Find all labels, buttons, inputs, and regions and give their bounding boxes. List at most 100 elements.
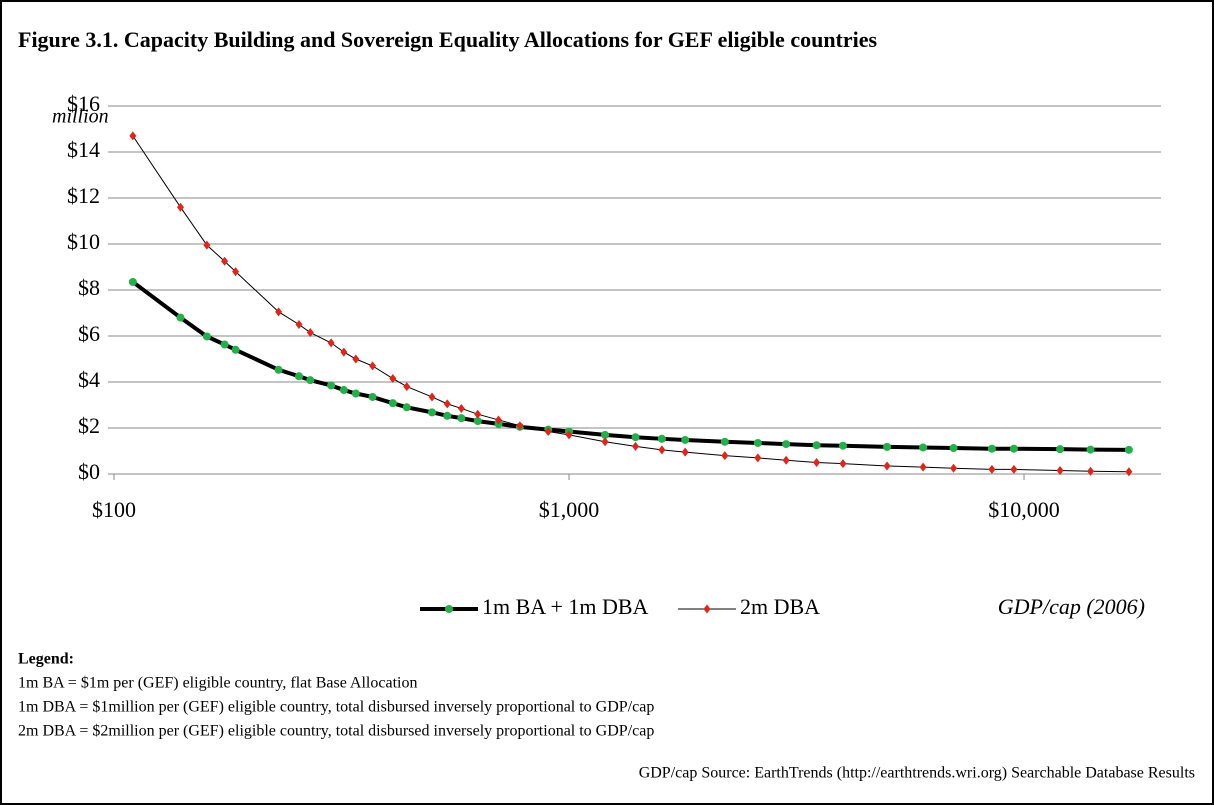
- x-tick-label: $1,000: [539, 497, 600, 522]
- data-point: [720, 437, 729, 446]
- data-point: [457, 414, 466, 423]
- y-tick-label: $0: [78, 459, 100, 484]
- y-tick-label: $2: [78, 413, 100, 438]
- data-point: [403, 382, 411, 392]
- data-point: [601, 430, 610, 439]
- data-point: [516, 421, 524, 431]
- data-point: [565, 430, 573, 440]
- data-point: [306, 328, 314, 338]
- data-point: [839, 459, 847, 469]
- data-point: [657, 434, 666, 443]
- data-point: [388, 399, 397, 408]
- data-point: [813, 458, 821, 467]
- source: GDP/cap Source: EarthTrends (http://eart…: [639, 765, 1195, 782]
- data-point: [176, 313, 185, 322]
- data-point: [812, 441, 821, 450]
- x-tick-label: $100: [92, 497, 136, 522]
- data-point: [339, 386, 348, 395]
- data-point: [883, 442, 892, 451]
- data-point: [275, 307, 283, 317]
- data-point: [1056, 466, 1064, 476]
- y-tick-label: $4: [78, 367, 100, 392]
- data-point: [1010, 464, 1018, 474]
- data-point: [202, 332, 211, 341]
- x-axis-label: GDP/cap (2006): [998, 594, 1145, 619]
- note: 1m BA = $1m per (GEF) eligible country, …: [18, 675, 417, 692]
- data-point: [919, 443, 928, 452]
- data-point: [368, 392, 377, 401]
- data-point: [949, 444, 958, 453]
- data-point: [754, 453, 762, 463]
- data-point: [544, 426, 552, 436]
- data-point: [294, 372, 303, 381]
- data-point: [369, 361, 377, 371]
- data-point: [753, 438, 762, 447]
- note: 1m DBA = $1million per (GEF) eligible co…: [18, 699, 654, 716]
- data-point: [220, 340, 229, 349]
- data-point: [340, 347, 348, 357]
- data-point: [1009, 444, 1018, 453]
- data-point: [428, 392, 436, 402]
- data-point: [919, 462, 927, 472]
- data-point: [950, 463, 958, 473]
- data-point: [389, 374, 397, 384]
- y-tick-label: $16: [67, 91, 100, 116]
- y-tick-label: $10: [67, 229, 100, 254]
- data-point: [883, 461, 891, 471]
- data-point: [474, 409, 482, 419]
- data-point: [176, 202, 184, 212]
- data-point: [1125, 467, 1133, 477]
- data-point: [352, 354, 360, 364]
- data-point: [721, 451, 729, 461]
- data-point: [1056, 445, 1065, 454]
- data-point: [782, 455, 790, 465]
- data-point: [351, 389, 360, 398]
- data-point: [681, 435, 690, 444]
- data-point: [274, 365, 283, 374]
- data-point: [632, 441, 640, 451]
- data-point: [987, 444, 996, 453]
- data-point: [428, 408, 437, 417]
- data-point: [443, 399, 451, 409]
- data-point: [495, 415, 503, 425]
- y-tick-label: $8: [78, 275, 100, 300]
- data-point: [457, 403, 465, 413]
- chart-title: Figure 3.1. Capacity Building and Sovere…: [18, 27, 878, 52]
- data-point: [1087, 466, 1095, 476]
- y-tick-label: $6: [78, 321, 100, 346]
- data-point: [681, 447, 689, 457]
- data-point: [402, 403, 411, 412]
- legend-marker: [703, 604, 711, 614]
- y-axis-label: million: [52, 106, 109, 128]
- y-tick-label: $12: [67, 183, 100, 208]
- legend-label: 2m DBA: [740, 594, 820, 619]
- data-point: [658, 445, 666, 455]
- data-point: [231, 345, 240, 354]
- data-point: [327, 381, 336, 390]
- data-point: [601, 437, 609, 447]
- note: 2m DBA = $2million per (GEF) eligible co…: [18, 723, 654, 740]
- data-point: [782, 440, 791, 449]
- data-point: [443, 411, 452, 420]
- data-point: [473, 417, 482, 426]
- data-point: [631, 433, 640, 442]
- legend-label: 1m BA + 1m DBA: [482, 594, 649, 619]
- data-point: [128, 277, 137, 286]
- data-point: [306, 376, 315, 385]
- data-point: [1086, 445, 1095, 454]
- data-point: [295, 320, 303, 329]
- data-point: [232, 267, 240, 277]
- legend-marker: [445, 605, 453, 613]
- y-tick-label: $14: [67, 137, 100, 162]
- data-point: [838, 441, 847, 450]
- data-point: [327, 338, 335, 348]
- notes-heading: Legend:: [18, 651, 74, 668]
- x-tick-label: $10,000: [988, 497, 1060, 522]
- data-point: [988, 464, 996, 474]
- data-point: [221, 256, 229, 266]
- data-point: [129, 131, 137, 141]
- data-point: [203, 240, 211, 250]
